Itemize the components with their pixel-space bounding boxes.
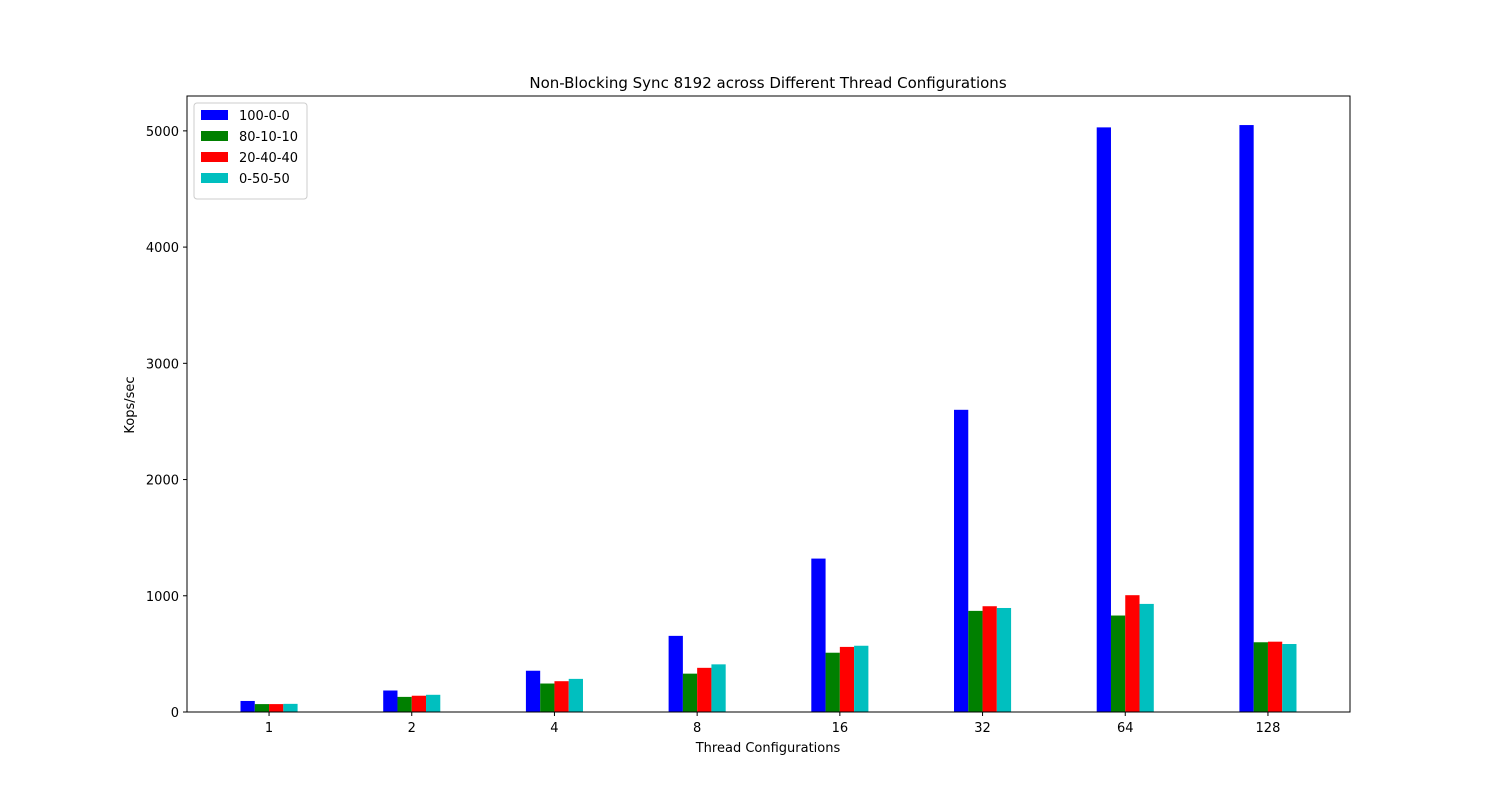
bar-20-40-40-2 — [411, 695, 427, 712]
y-tick-label: 2000 — [146, 474, 179, 489]
x-tick-label: 64 — [1117, 721, 1134, 736]
y-tick-label: 4000 — [146, 241, 179, 256]
x-tick-label: 1 — [265, 721, 273, 736]
bar-100-0-0-4 — [525, 670, 541, 712]
x-tick-label: 32 — [974, 721, 991, 736]
bar-100-0-0-32 — [954, 409, 969, 712]
bar-0-50-50-2 — [426, 694, 441, 712]
plot-frame — [186, 95, 1351, 713]
legend-swatch-80-10-10 — [201, 131, 228, 141]
x-tick-label: 4 — [550, 721, 558, 736]
bar-20-40-40-1 — [269, 704, 284, 712]
x-axis-label: Thread Configurations — [695, 741, 841, 756]
legend-swatch-100-0-0 — [201, 110, 228, 120]
legend: 100-0-0 80-10-10 20-40-40 0-50-50 — [193, 102, 308, 200]
bar-20-40-40-32 — [982, 606, 997, 712]
bar-0-50-50-32 — [996, 607, 1012, 712]
bar-80-10-10-4 — [540, 683, 555, 712]
bar-80-10-10-16 — [825, 652, 840, 712]
bar-0-50-50-8 — [711, 664, 726, 712]
bar-20-40-40-128 — [1267, 641, 1283, 712]
y-axis-label: Kops/sec — [123, 376, 138, 433]
bar-20-40-40-4 — [554, 681, 569, 712]
bar-100-0-0-2 — [383, 690, 398, 712]
series-80-10-10 — [254, 610, 1268, 712]
bar-0-50-50-1 — [283, 703, 298, 712]
bar-0-50-50-4 — [568, 678, 583, 712]
bar-80-10-10-8 — [682, 673, 698, 712]
series-0-50-50 — [283, 603, 1297, 712]
bar-100-0-0-16 — [811, 558, 826, 712]
bar-20-40-40-8 — [697, 667, 712, 712]
y-tick-label: 5000 — [146, 125, 179, 140]
y-tick-label: 1000 — [146, 590, 179, 605]
y-tick-label: 3000 — [146, 357, 179, 372]
legend-label-100-0-0: 100-0-0 — [239, 109, 290, 124]
x-tick-label: 128 — [1256, 721, 1281, 736]
bar-0-50-50-128 — [1282, 644, 1297, 712]
legend-label-0-50-50: 0-50-50 — [239, 172, 290, 187]
series-20-40-40 — [269, 595, 1283, 712]
legend-label-80-10-10: 80-10-10 — [239, 130, 298, 145]
series-100-0-0 — [240, 125, 1254, 712]
bar-20-40-40-16 — [839, 646, 855, 712]
chart-title: Non-Blocking Sync 8192 across Different … — [529, 74, 1006, 92]
plot-area: 1 2 4 8 16 32 64 128 0 1000 2000 3000 4000 5000 — [146, 95, 1351, 736]
legend-label-20-40-40: 20-40-40 — [239, 151, 298, 166]
y-tick-label: 0 — [171, 706, 179, 721]
bar-80-10-10-64 — [1110, 615, 1126, 712]
bar-80-10-10-2 — [397, 696, 412, 712]
bar-80-10-10-32 — [968, 610, 983, 712]
bar-0-50-50-64 — [1139, 603, 1154, 712]
x-tick-label: 8 — [693, 721, 701, 736]
bar-100-0-0-1 — [240, 700, 255, 712]
bar-20-40-40-64 — [1125, 595, 1140, 712]
bar-100-0-0-128 — [1239, 125, 1254, 712]
bar-100-0-0-64 — [1096, 127, 1111, 712]
bar-0-50-50-16 — [854, 645, 869, 712]
bar-80-10-10-128 — [1253, 642, 1268, 712]
x-tick-label: 2 — [408, 721, 416, 736]
bar-80-10-10-1 — [254, 704, 270, 712]
x-tick-label: 16 — [832, 721, 849, 736]
legend-swatch-20-40-40 — [201, 152, 228, 162]
legend-swatch-0-50-50 — [201, 173, 228, 183]
bar-100-0-0-8 — [668, 635, 683, 712]
